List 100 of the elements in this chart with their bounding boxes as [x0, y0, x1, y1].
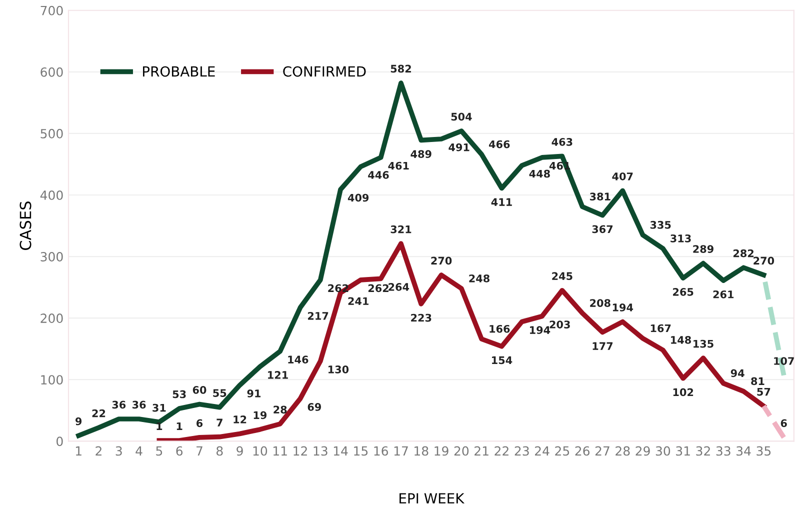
x-tick-label: 6 — [176, 446, 183, 456]
data-label: 241 — [348, 297, 369, 305]
data-label: 489 — [410, 150, 432, 158]
legend-label: CONFIRMED — [283, 66, 366, 77]
data-label: 262 — [368, 284, 388, 292]
x-tick-label: 32 — [696, 446, 710, 456]
x-tick-label: 33 — [716, 446, 730, 456]
data-label: 91 — [247, 390, 261, 398]
data-label: 248 — [469, 274, 490, 282]
y-tick-label: 400 — [40, 190, 63, 200]
x-tick-label: 34 — [736, 446, 751, 456]
data-label: 7 — [216, 418, 222, 426]
data-label: 446 — [368, 171, 389, 179]
x-tick-label: 22 — [494, 446, 508, 456]
x-tick-label: 11 — [274, 446, 287, 456]
data-label: 245 — [552, 272, 572, 280]
data-label: 167 — [650, 324, 671, 332]
x-tick-label: 3 — [116, 446, 122, 456]
data-label: 289 — [693, 245, 714, 253]
data-label: 582 — [390, 64, 411, 73]
y-tick-label: 300 — [40, 252, 63, 262]
data-label: 107 — [774, 357, 794, 365]
x-tick-label: 29 — [636, 446, 650, 456]
data-label: 223 — [411, 314, 432, 322]
data-label: 31 — [152, 404, 166, 412]
data-label: 217 — [308, 312, 328, 320]
data-label: 313 — [670, 234, 691, 242]
data-label: 177 — [592, 342, 613, 350]
data-label: 270 — [431, 256, 452, 265]
data-label: 335 — [650, 220, 671, 229]
data-label: 60 — [192, 386, 206, 394]
data-label: 130 — [328, 366, 349, 374]
data-label: 381 — [590, 192, 610, 201]
x-tick-label: 20 — [454, 446, 469, 456]
x-tick-label: 5 — [156, 446, 162, 456]
y-tick-label: 100 — [41, 375, 63, 385]
x-tick-label: 1 — [76, 446, 82, 456]
data-label: 55 — [213, 389, 226, 397]
x-tick-label: 31 — [676, 446, 690, 456]
x-tick-label: 9 — [236, 446, 243, 456]
data-label: 69 — [308, 403, 322, 411]
data-label: 1 — [156, 422, 162, 430]
x-tick-label: 24 — [535, 446, 550, 456]
y-tick-label: 500 — [40, 128, 63, 138]
data-label: 194 — [530, 326, 550, 334]
data-label: 409 — [348, 194, 369, 202]
data-label: 57 — [757, 388, 770, 396]
data-label: 94 — [730, 369, 744, 378]
x-tick-label: 23 — [514, 446, 529, 456]
y-tick-label: 700 — [40, 6, 63, 16]
x-tick-label: 19 — [434, 446, 448, 456]
data-label: 121 — [268, 371, 288, 379]
x-tick-label: 12 — [294, 446, 307, 456]
x-tick-label: 14 — [334, 446, 348, 456]
data-label: 9 — [76, 417, 82, 426]
data-label: 321 — [390, 225, 412, 234]
data-label: 154 — [492, 356, 512, 364]
data-label: 53 — [172, 390, 186, 398]
data-label: 261 — [713, 290, 734, 298]
data-label: 6 — [780, 419, 787, 428]
data-label: 282 — [733, 249, 754, 258]
data-label: 36 — [112, 400, 126, 409]
data-label: 466 — [489, 140, 510, 148]
data-label: 448 — [529, 170, 550, 178]
data-label: 28 — [274, 406, 287, 414]
data-label: 148 — [671, 336, 691, 344]
x-tick-label: 15 — [354, 446, 368, 456]
data-label: 264 — [388, 283, 410, 291]
data-label: 102 — [673, 388, 694, 396]
data-label: 6 — [196, 419, 203, 428]
x-tick-label: 18 — [414, 446, 428, 456]
data-label: 194 — [612, 304, 634, 312]
x-tick-label: 2 — [96, 446, 102, 456]
data-label: 265 — [673, 288, 694, 296]
x-tick-label: 16 — [374, 446, 388, 456]
data-label: 146 — [288, 356, 308, 364]
x-tick-label: 13 — [314, 446, 328, 456]
data-label: 461 — [388, 162, 409, 170]
data-label: 81 — [751, 377, 764, 386]
data-label: 135 — [694, 340, 714, 348]
x-tick-label: 21 — [474, 446, 488, 456]
data-label: 491 — [448, 143, 470, 152]
data-label: 203 — [550, 320, 570, 328]
data-label: 19 — [254, 411, 267, 420]
y-tick-label: 200 — [40, 314, 63, 323]
data-label: 367 — [592, 225, 613, 234]
data-label: 463 — [552, 138, 572, 146]
data-label: 208 — [590, 299, 610, 307]
data-label: 411 — [491, 198, 512, 206]
x-tick-label: 17 — [394, 446, 408, 456]
x-tick-label: 7 — [196, 446, 202, 456]
x-tick-label: 25 — [555, 446, 570, 456]
data-label: 1 — [176, 422, 182, 430]
x-axis-title: EPI WEEK — [400, 493, 465, 504]
x-tick-label: 27 — [595, 446, 610, 456]
x-tick-label: 10 — [253, 446, 268, 456]
data-label: 166 — [490, 324, 510, 333]
legend-label: PROBABLE — [143, 66, 215, 77]
data-label: 504 — [451, 112, 472, 121]
data-label: 12 — [234, 416, 246, 424]
